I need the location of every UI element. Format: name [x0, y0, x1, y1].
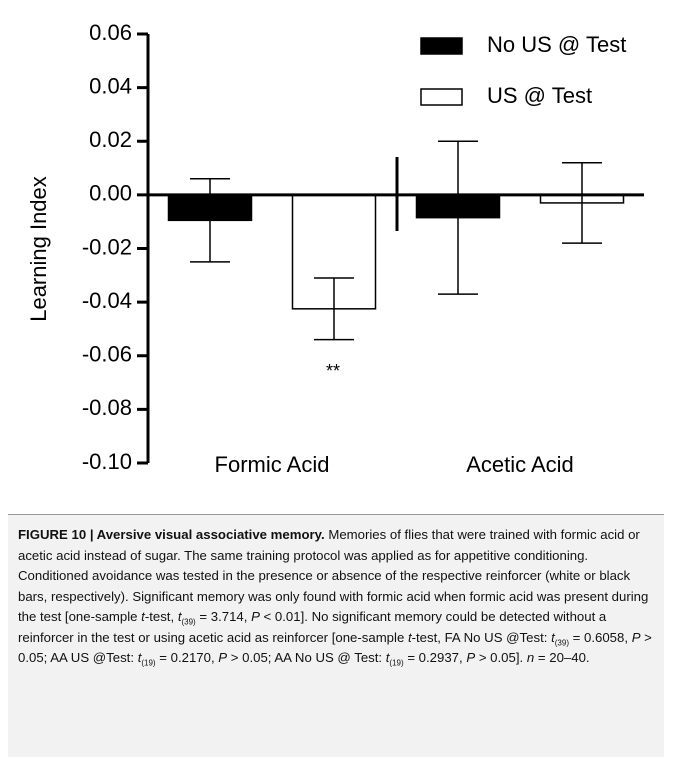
caption-text: t	[407, 629, 412, 645]
y-tick-label: 0.04	[89, 73, 132, 98]
legend-label: US @ Test	[487, 83, 592, 108]
error-bar	[190, 178, 230, 263]
y-tick-label: 0.00	[89, 181, 132, 206]
caption-text: > 0.05].	[475, 650, 527, 665]
caption-text: > 0.05; AA No US @ Test:	[227, 650, 386, 665]
chart: Learning Index ** -0.10 -0.08 -0.06 -0.04 -0…	[26, 20, 644, 477]
caption-text: < 0.01]. No significant memory could be …	[18, 609, 607, 645]
y-tick-label: -0.10	[82, 449, 132, 474]
legend-swatch	[420, 88, 463, 106]
y-tick-label: -0.06	[82, 342, 132, 367]
caption-text: (39)	[181, 617, 196, 627]
caption-text: = 0.2937,	[403, 650, 467, 665]
caption-text: t	[385, 650, 390, 665]
caption-text: = 20–40.	[534, 650, 590, 665]
caption-text: t	[551, 629, 555, 645]
caption-text: (19)	[389, 658, 404, 668]
caption-text: P	[631, 629, 641, 645]
y-axis-label: Learning Index	[26, 176, 51, 322]
caption-text: P	[218, 650, 228, 665]
caption-text: = 0.2170,	[155, 650, 219, 665]
caption-text: t	[137, 650, 142, 665]
y-tick-label: -0.08	[82, 395, 132, 420]
caption-text: n	[526, 650, 535, 665]
y-tick-label: 0.02	[89, 127, 132, 152]
significance-annotation: **	[326, 361, 340, 381]
error-bar	[314, 277, 354, 341]
caption-text: > 0.05; AA US @Test:	[18, 629, 652, 666]
caption: FIGURE 10 | Aversive visual associative …	[8, 514, 664, 757]
caption-text: P	[466, 650, 476, 665]
x-tick-label: Acetic Acid	[466, 452, 574, 477]
y-tick-label: -0.04	[82, 288, 132, 313]
error-bar	[562, 161, 602, 244]
caption-title: FIGURE 10 | Aversive visual associative …	[18, 527, 325, 542]
y-tick-label: 0.06	[89, 20, 132, 45]
error-bar	[438, 140, 478, 295]
caption-text: t	[177, 609, 182, 624]
caption-text: (19)	[141, 658, 156, 668]
legend-label: No US @ Test	[487, 32, 626, 57]
caption-text: P	[251, 609, 260, 624]
legend-swatch	[420, 37, 463, 55]
caption-text: = 3.714,	[195, 609, 252, 624]
caption-text: -test, FA No US @Test:	[411, 629, 552, 645]
caption-text: -test,	[144, 609, 178, 624]
y-tick-label: -0.02	[82, 234, 132, 259]
caption-text: (39)	[554, 638, 569, 648]
x-tick-label: Formic Acid	[215, 452, 330, 477]
caption-text: Memories of flies that were trained with…	[18, 527, 649, 624]
caption-text: t	[141, 609, 145, 624]
caption-text: = 0.6058,	[568, 629, 632, 645]
